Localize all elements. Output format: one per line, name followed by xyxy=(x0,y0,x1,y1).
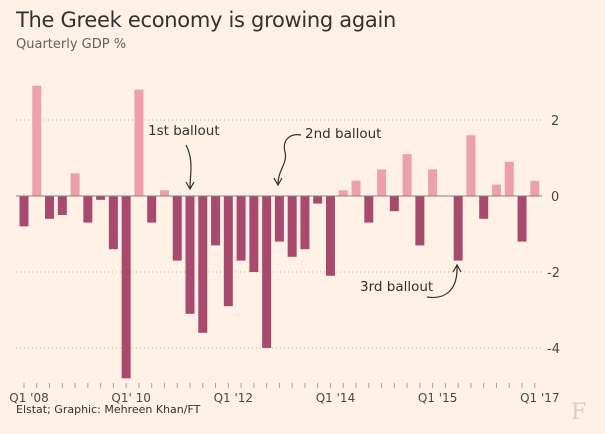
bar xyxy=(287,196,297,257)
bar xyxy=(377,169,387,196)
bar xyxy=(479,196,489,219)
y-tick-label: -4 xyxy=(547,342,560,357)
bar xyxy=(300,196,310,250)
bar xyxy=(351,180,361,196)
bar xyxy=(530,180,540,196)
bar xyxy=(236,196,246,261)
annotation-label: 1st ballout xyxy=(148,123,220,139)
y-tick-label: -2 xyxy=(547,266,560,281)
y-tick-label: 0 xyxy=(551,190,559,205)
bar xyxy=(249,196,259,272)
annotation-arrow-icon xyxy=(273,134,302,187)
bar xyxy=(134,89,144,196)
bar xyxy=(121,196,131,379)
bar xyxy=(70,173,80,196)
bar xyxy=(325,196,335,276)
source-note: Elstat; Graphic: Mehreen Khan/FT xyxy=(16,403,201,416)
bar xyxy=(19,196,29,227)
annotation-arrow-icon xyxy=(185,144,195,191)
bar xyxy=(517,196,527,242)
bar xyxy=(159,190,169,196)
y-tick-label: 2 xyxy=(551,114,559,129)
bar xyxy=(172,196,182,261)
bar xyxy=(32,85,42,196)
bar xyxy=(57,196,67,215)
bar xyxy=(108,196,118,250)
bar xyxy=(223,196,233,307)
x-tick-label: Q1 '14 xyxy=(316,391,355,405)
bar xyxy=(262,196,272,348)
bar xyxy=(466,135,476,196)
bar xyxy=(504,161,514,196)
annotation-label: 2nd ballout xyxy=(305,126,381,142)
chart-subtitle: Quarterly GDP % xyxy=(16,37,127,52)
x-tick-label: Q1 '17 xyxy=(520,391,559,405)
bar xyxy=(185,196,195,314)
bar xyxy=(415,196,425,246)
bar xyxy=(96,196,106,200)
x-tick-label: Q1 '12 xyxy=(214,391,253,405)
annotation-label: 3rd ballout xyxy=(360,279,433,295)
bar xyxy=(274,196,284,242)
x-tick-label: Q1' 10 xyxy=(111,391,150,405)
ft-logo: F xyxy=(571,400,587,425)
x-tick-label: Q1 '08 xyxy=(9,391,48,405)
bar xyxy=(83,196,93,223)
bar xyxy=(147,196,157,223)
bar xyxy=(453,196,463,261)
chart-title: The Greek economy is growing again xyxy=(16,8,397,32)
bar xyxy=(313,196,323,204)
bar xyxy=(45,196,55,219)
bar xyxy=(364,196,374,223)
bar xyxy=(211,196,221,246)
annotation-arrow-icon xyxy=(426,263,462,299)
bar xyxy=(198,196,208,333)
bar xyxy=(402,154,412,196)
bar xyxy=(428,169,438,196)
bar xyxy=(338,190,348,196)
bar xyxy=(491,184,501,196)
x-tick-label: Q1 '15 xyxy=(418,391,457,405)
bar xyxy=(389,196,399,212)
